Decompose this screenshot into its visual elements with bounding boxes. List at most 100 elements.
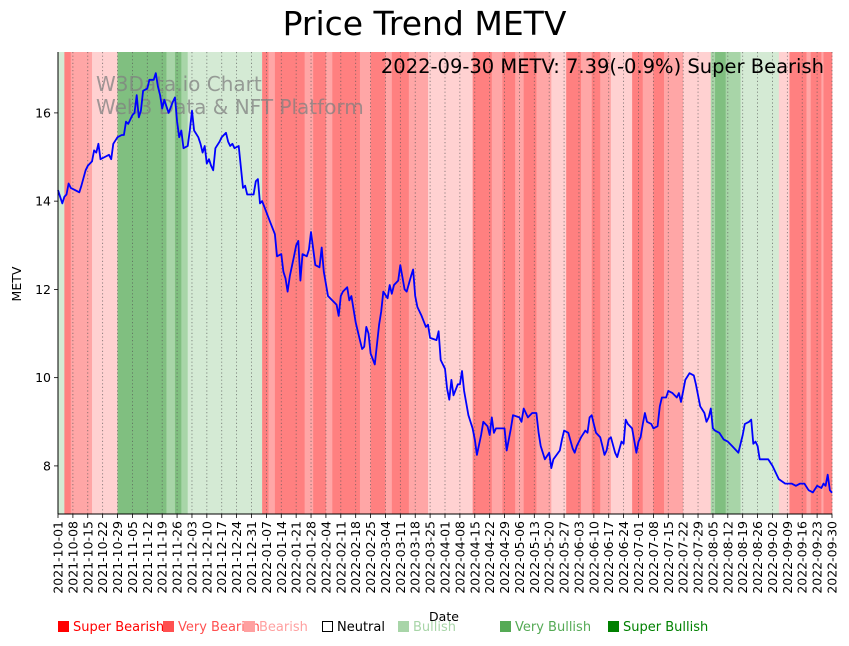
x-tick-label: 2022-06-24 (616, 521, 631, 594)
sentiment-band (642, 52, 654, 514)
x-tick-label: 2021-12-24 (229, 521, 244, 594)
legend-item-super-bullish: Super Bullish (608, 620, 708, 635)
sentiment-band (117, 52, 167, 514)
legend: Super Bearish Very Bearish Bearish Neutral B… (0, 620, 849, 640)
legend-swatch-icon (244, 621, 255, 632)
x-tick-label: 2021-12-10 (199, 521, 214, 594)
sentiment-band (166, 52, 176, 514)
chart-title: Price Trend METV (282, 4, 567, 43)
legend-item-bullish: Bullish (398, 620, 456, 635)
x-tick-label: 2022-05-20 (542, 521, 557, 594)
x-tick-label: 2022-04-29 (497, 521, 512, 594)
legend-label: Neutral (337, 620, 385, 635)
x-tick-label: 2021-10-22 (95, 521, 110, 594)
sentiment-band (92, 52, 118, 514)
x-tick-label: 2022-02-25 (363, 521, 378, 594)
x-tick-label: 2022-07-15 (661, 521, 676, 594)
sentiment-band (715, 52, 726, 514)
x-tick-label: 2021-10-01 (51, 521, 66, 594)
x-axis-ticks: 2021-10-01 2021-10-08 2021-10-15 2021-10-22… (51, 514, 840, 594)
sentiment-band (408, 52, 429, 514)
sentiment-band (187, 52, 263, 514)
x-tick-label: 2022-08-12 (720, 521, 735, 594)
x-tick-label: 2022-03-11 (393, 521, 408, 594)
x-tick-label: 2022-07-08 (646, 521, 661, 594)
x-tick-label: 2022-09-16 (795, 521, 810, 594)
x-axis-label: Date (429, 609, 459, 624)
sentiment-band (683, 52, 712, 514)
sentiment-band (304, 52, 314, 514)
x-tick-label: 2021-12-17 (214, 521, 229, 594)
x-tick-label: 2021-11-19 (155, 521, 170, 594)
sentiment-band (325, 52, 333, 514)
x-tick-label: 2022-03-25 (423, 521, 438, 594)
sentiment-band (472, 52, 493, 514)
sentiment-band (385, 52, 393, 514)
series-line-metv (57, 72, 833, 494)
x-tick-label: 2021-10-15 (80, 521, 95, 594)
y-tick-label: 16 (35, 105, 51, 120)
x-tick-label: 2021-11-26 (170, 521, 185, 594)
sentiment-band (58, 52, 65, 514)
y-tick-label: 10 (35, 370, 51, 385)
legend-item-very-bearish: Very Bearish (163, 620, 260, 635)
legend-item-neutral: Neutral (322, 620, 385, 635)
sentiment-band (600, 52, 612, 514)
x-tick-label: 2022-07-22 (676, 521, 691, 594)
sentiment-band (740, 52, 780, 514)
x-tick-label: 2022-05-13 (527, 521, 542, 594)
x-tick-label: 2022-04-08 (452, 521, 467, 594)
sentiment-band (268, 52, 276, 514)
legend-swatch-icon (500, 621, 511, 632)
legend-label: Bullish (413, 620, 457, 635)
sentiment-band (523, 52, 537, 514)
x-tick-label: 2022-09-09 (780, 521, 795, 594)
sentiment-band (632, 52, 644, 514)
sentiment-band (262, 52, 269, 514)
x-tick-label: 2022-09-23 (810, 521, 825, 594)
sentiment-band (653, 52, 665, 514)
x-tick-label: 2022-01-14 (274, 521, 289, 594)
sentiment-bands (58, 52, 833, 514)
sentiment-band (591, 52, 601, 514)
x-tick-label: 2021-12-03 (184, 521, 199, 594)
sentiment-band (778, 52, 790, 514)
sentiment-band (789, 52, 807, 514)
legend-swatch-icon (322, 621, 333, 632)
sentiment-band (806, 52, 812, 514)
x-tick-label: 2022-09-30 (825, 521, 840, 594)
y-axis-label: METV (9, 266, 24, 301)
sentiment-band (174, 52, 182, 514)
legend-label: Very Bullish (515, 620, 592, 635)
legend-label: Super Bearish (73, 620, 165, 635)
legend-swatch-icon (398, 621, 409, 632)
legend-swatch-icon (608, 621, 619, 632)
x-tick-label: 2022-02-04 (318, 521, 333, 594)
x-tick-label: 2022-06-10 (586, 521, 601, 594)
y-tick-label: 12 (35, 282, 51, 297)
x-tick-label: 2022-02-11 (333, 521, 348, 594)
x-tick-label: 2022-05-06 (512, 521, 527, 594)
sentiment-band (85, 52, 93, 514)
x-tick-label: 2022-02-18 (348, 521, 363, 594)
x-tick-label: 2022-07-01 (631, 521, 646, 594)
sentiment-band (313, 52, 327, 514)
x-tick-label: 2022-09-02 (765, 521, 780, 594)
x-tick-label: 2022-04-22 (482, 521, 497, 594)
x-tick-label: 2022-01-21 (289, 521, 304, 594)
sentiment-band (725, 52, 741, 514)
legend-item-very-bullish: Very Bullish (500, 620, 591, 635)
x-tick-label: 2022-08-05 (705, 521, 720, 594)
x-tick-label: 2021-11-12 (140, 521, 155, 594)
sentiment-band (502, 52, 516, 514)
legend-label: Very Bearish (178, 620, 260, 635)
x-tick-label: 2021-12-31 (244, 521, 259, 594)
x-tick-label: 2021-10-29 (110, 521, 125, 594)
sentiment-band (274, 52, 305, 514)
sentiment-band (181, 52, 189, 514)
price-series (57, 72, 833, 494)
x-tick-label: 2022-01-07 (259, 521, 274, 594)
legend-label: Bearish (259, 620, 308, 635)
sentiment-band (664, 52, 684, 514)
sentiment-band (64, 52, 72, 514)
